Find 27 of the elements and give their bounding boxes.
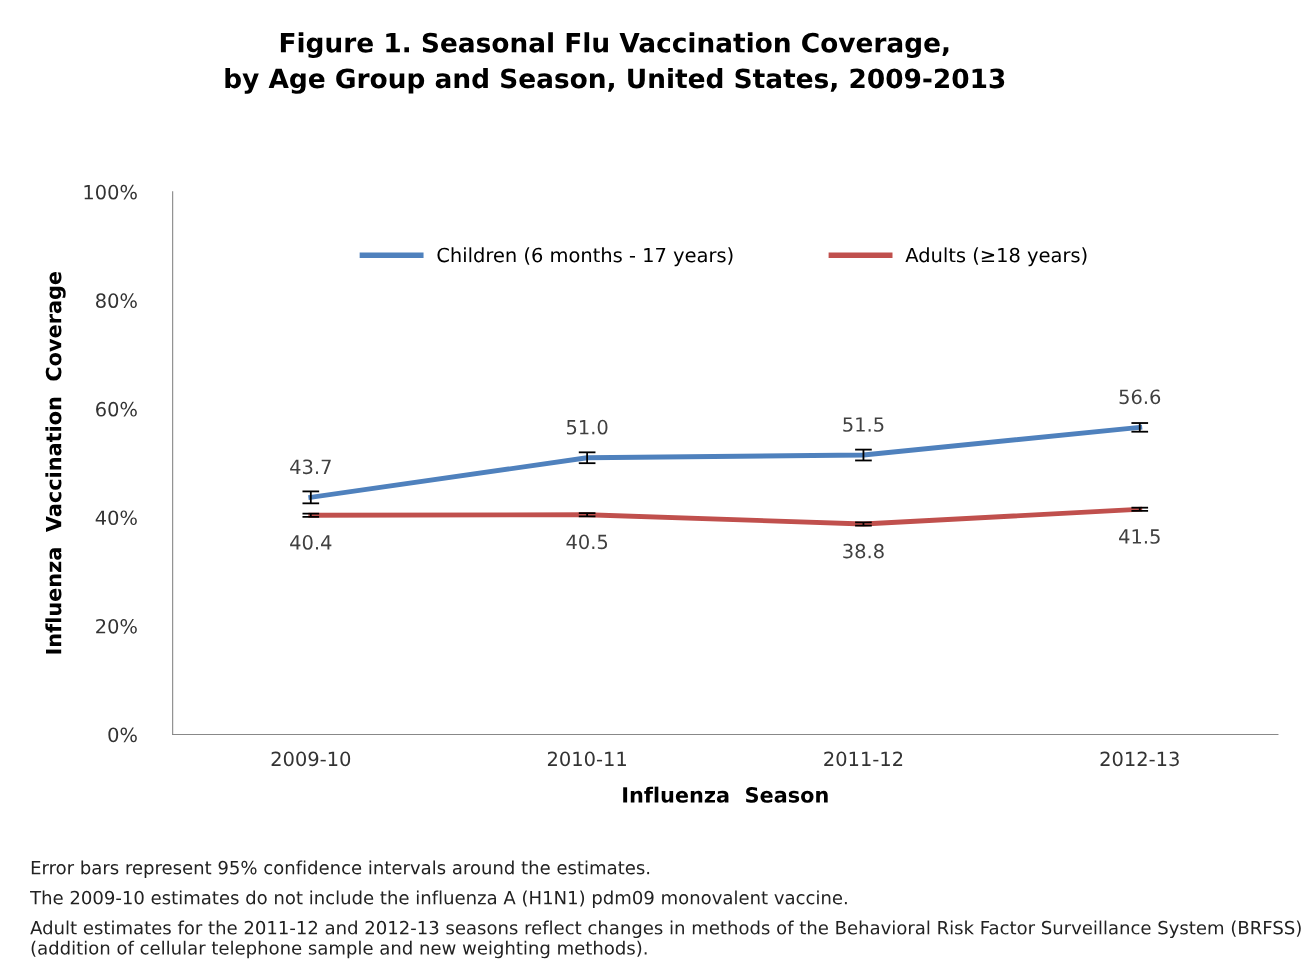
text: Adult estimates for the 2011-12 and 2012-13 seasons reflect changes in methods of the Behavioral Risk Factor Surveillance System (BRFSS) (addition of cellular telephone sample and new weighting methods). — [30, 920, 1301, 959]
y-tick-label: 40% — [95, 510, 137, 526]
legend-label: Children (6 months - 17 years) — [437, 247, 733, 267]
data-label: 40.4 — [290, 535, 332, 550]
data-label: 38.8 — [843, 543, 884, 559]
chart-title: Figure 1. Seasonal Flu Vaccination Coverage, by Age Group and Season, United States, 2009-2013 — [225, 32, 1005, 94]
y-tick-label: 20% — [96, 618, 137, 634]
x-tick-label: 2011-12 — [824, 751, 903, 767]
data-label: 51.5 — [843, 417, 884, 432]
x-tick-label: 2010-11 — [547, 751, 626, 767]
data-label: 51.0 — [566, 419, 608, 435]
y-axis-title: Influenza Vaccination Coverage — [45, 271, 66, 654]
y-tick-label: 0% — [108, 727, 137, 743]
text: Error bars represent 95% confidence intervals around the estimates. — [31, 860, 650, 878]
y-tick-label: 100% — [84, 184, 137, 200]
line-series — [308, 506, 1143, 527]
data-label: 40.5 — [566, 534, 608, 550]
text: The 2009-10 estimates do not include the influenza A (H1N1) pdm09 monovalent vaccine. — [30, 890, 847, 908]
legend-label: Adults (≥18 years) — [905, 247, 1087, 267]
data-label: 43.7 — [290, 459, 331, 475]
y-tick-label: 80% — [96, 293, 137, 309]
x-axis-title: Influenza Season — [623, 786, 828, 803]
data-label: 41.5 — [1119, 529, 1160, 544]
x-tick-label: 2012-13 — [1100, 751, 1179, 767]
x-tick-label: 2009-10 — [271, 751, 351, 767]
data-label: 56.6 — [1119, 389, 1161, 405]
y-tick-label: 60% — [96, 401, 137, 417]
